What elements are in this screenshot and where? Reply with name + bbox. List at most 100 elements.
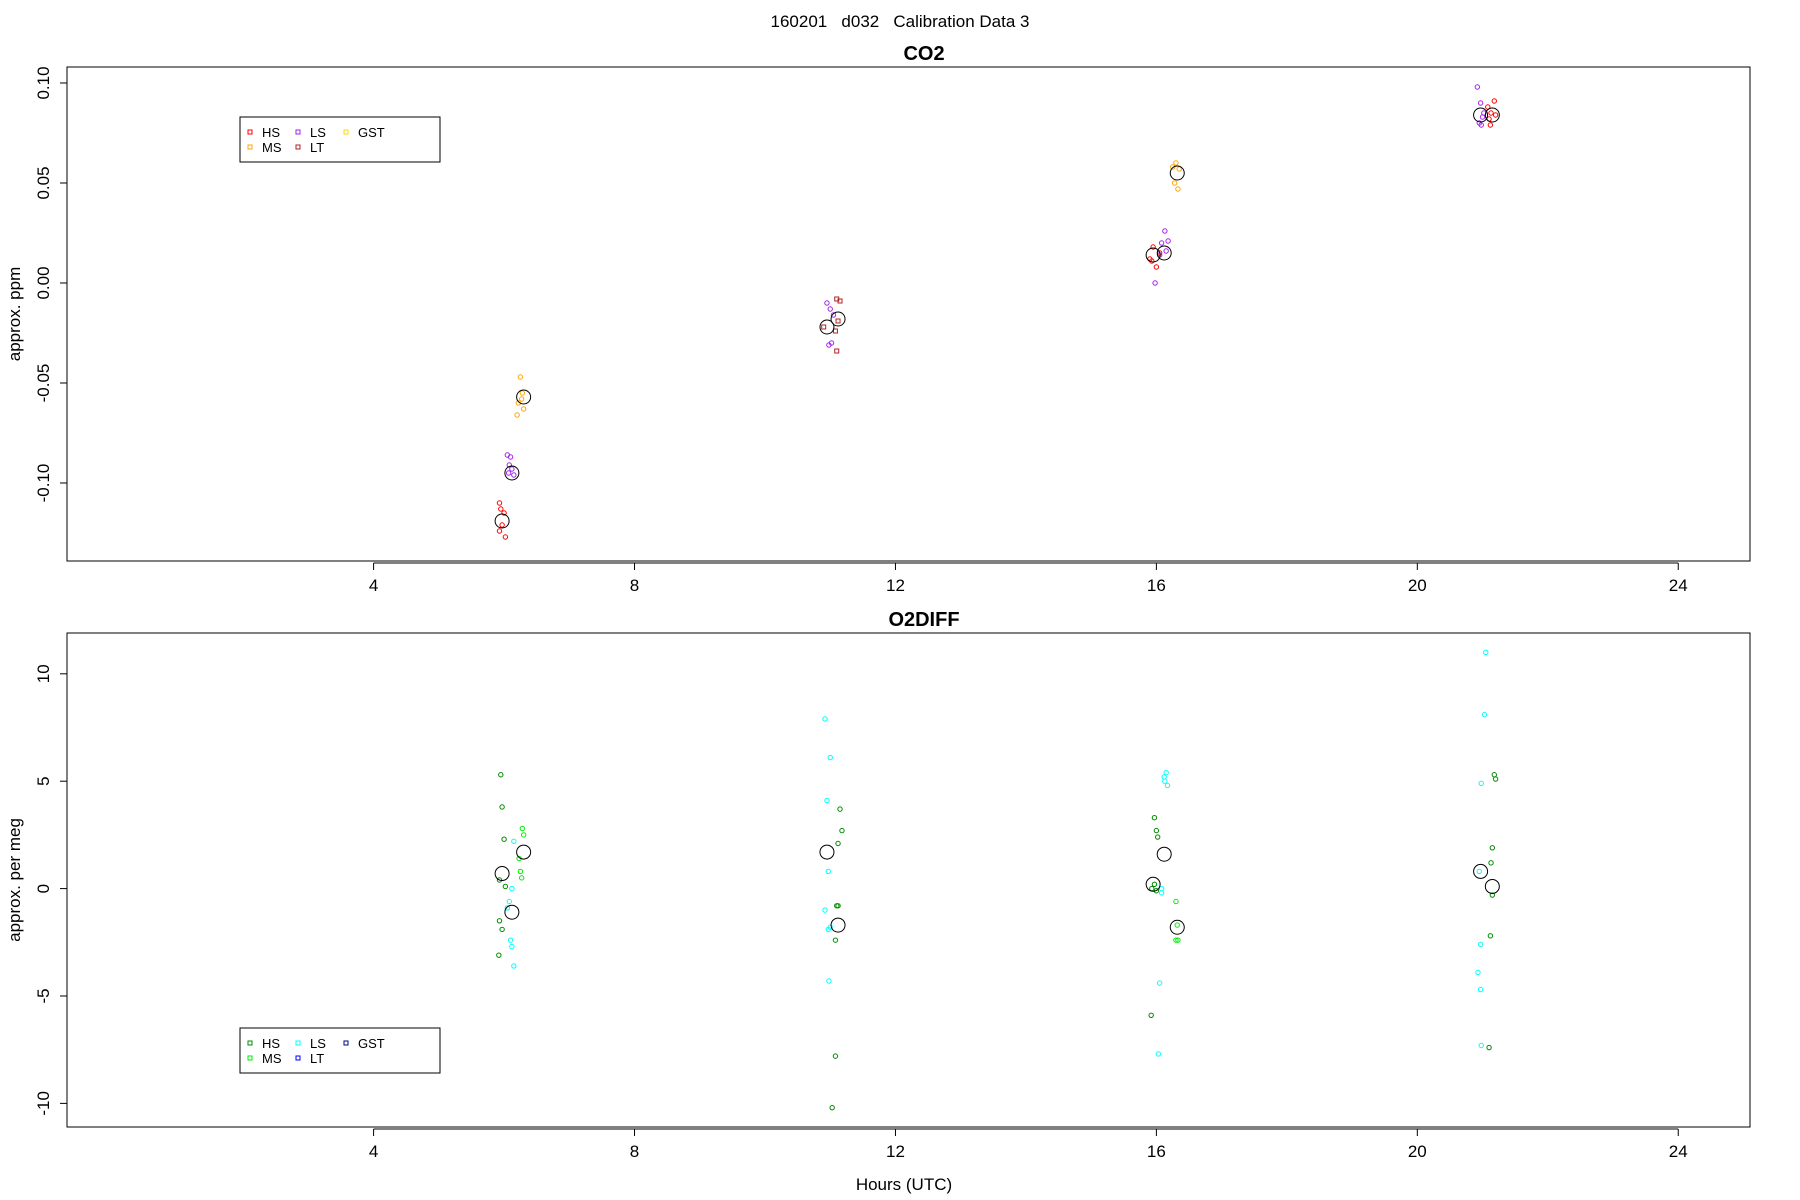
o2diff-point-ls xyxy=(1477,986,1484,993)
o2diff-mean-marker xyxy=(1473,863,1489,879)
co2-panel: CO2 approx. ppm 4 8 12 16 20 24 -0.10 -0.05 0.0… xyxy=(5,43,1751,595)
o2diff-point-ls xyxy=(822,716,828,722)
co2-mean-marker xyxy=(516,389,532,405)
o2diff-y-tick-label: -10 xyxy=(34,1091,53,1116)
o2diff-mean-marker xyxy=(1169,919,1185,935)
x-axis-label: Hours (UTC) xyxy=(856,1175,952,1194)
o2diff-point-ms xyxy=(1173,898,1179,905)
co2-mean-marker xyxy=(1169,165,1185,181)
o2diff-point-hs xyxy=(1491,772,1497,778)
o2diff-point-ls xyxy=(511,838,517,845)
co2-legend-label-gst: GST xyxy=(358,125,385,140)
o2diff-mean-marker xyxy=(504,904,520,920)
co2-point-hs xyxy=(499,522,505,528)
co2-point-ls xyxy=(1478,122,1484,128)
co2-legend-label-ms: MS xyxy=(262,140,282,155)
co2-point-lt xyxy=(837,298,843,304)
o2diff-legend-label-gst: GST xyxy=(358,1036,385,1051)
o2diff-y-tick-label: -5 xyxy=(34,988,53,1003)
co2-point-lt xyxy=(834,348,840,354)
co2-x-tick-label: 20 xyxy=(1408,576,1427,595)
o2diff-point-ms xyxy=(1174,922,1180,928)
o2diff-point-hs xyxy=(839,827,845,834)
o2diff-point-ls xyxy=(509,943,515,950)
o2diff-point-ls xyxy=(824,797,830,804)
co2-point-lt xyxy=(832,328,838,334)
o2diff-point-hs xyxy=(1488,860,1494,866)
o2diff-point-ms xyxy=(1175,937,1181,943)
co2-mean-marker xyxy=(1484,107,1500,123)
o2diff-y-tick-label: 5 xyxy=(34,776,53,785)
co2-point-ls xyxy=(830,312,837,318)
o2diff-title: O2DIFF xyxy=(888,609,959,631)
co2-mean-marker xyxy=(830,311,846,327)
o2diff-y-tick-label: 10 xyxy=(34,664,53,683)
o2diff-point-hs xyxy=(1153,827,1160,834)
o2diff-point-hs xyxy=(1154,834,1161,840)
o2diff-point-hs xyxy=(1148,1012,1154,1019)
co2-point-hs xyxy=(1150,244,1156,250)
o2diff-point-hs xyxy=(496,952,502,958)
co2-point-ms xyxy=(519,390,526,396)
co2-mean-marker xyxy=(494,513,510,529)
o2diff-legend-marker-gst xyxy=(343,1040,349,1046)
co2-mean-marker xyxy=(1145,247,1161,263)
o2diff-point-ms xyxy=(519,825,526,832)
figure-header: 160201 d032 Calibration Data 3 xyxy=(771,12,1030,31)
co2-point-ls xyxy=(507,454,514,460)
co2-point-ls xyxy=(505,470,512,476)
o2diff-point-ls xyxy=(1163,769,1169,776)
co2-mean-marker xyxy=(819,319,835,335)
o2diff-point-ls xyxy=(1162,778,1168,784)
co2-y-tick-label: -0.05 xyxy=(34,364,53,403)
co2-legend-marker-ms xyxy=(247,144,253,150)
co2-legend-marker-hs xyxy=(247,129,253,135)
o2diff-point-hs xyxy=(496,918,503,924)
co2-legend-marker-ls xyxy=(295,129,301,135)
o2diff-legend-label-lt: LT xyxy=(310,1051,324,1066)
co2-legend-label-lt: LT xyxy=(310,140,324,155)
co2-point-hs xyxy=(502,534,509,540)
co2-point-ls xyxy=(506,462,512,468)
o2diff-point-ls xyxy=(507,937,514,943)
co2-point-lt xyxy=(821,324,827,330)
o2diff-point-hs xyxy=(499,804,505,810)
co2-point-ls xyxy=(827,306,833,312)
o2diff-point-hs xyxy=(835,840,841,847)
co2-y-tick-label: 0.05 xyxy=(34,166,53,199)
co2-x-tick-label: 12 xyxy=(886,576,905,595)
o2diff-point-ls xyxy=(1164,782,1171,789)
co2-x-axis: 4 8 12 16 20 24 xyxy=(369,562,1688,595)
o2diff-point-hs xyxy=(1149,885,1155,892)
o2diff-legend-marker-ms xyxy=(247,1055,253,1061)
co2-mean-marker xyxy=(504,465,520,481)
o2diff-point-hs xyxy=(1486,1044,1492,1051)
o2diff-point-hs xyxy=(501,836,507,842)
o2diff-x-tick-label: 16 xyxy=(1147,1142,1166,1161)
o2diff-point-ls xyxy=(1478,1042,1484,1049)
o2diff-point-hs xyxy=(835,903,841,909)
co2-y-tick-label: -0.10 xyxy=(34,464,53,503)
co2-legend-box xyxy=(239,116,441,163)
o2diff-point-ls xyxy=(825,868,831,875)
co2-point-ms xyxy=(1176,166,1182,172)
o2diff-x-tick-label: 20 xyxy=(1408,1142,1427,1161)
co2-ylabel: approx. ppm xyxy=(5,267,24,362)
co2-point-ls xyxy=(1152,280,1158,286)
o2diff-point-ls xyxy=(1156,980,1163,986)
o2diff-point-hs xyxy=(499,926,505,933)
o2diff-legend-box xyxy=(239,1027,441,1074)
o2diff-point-ls xyxy=(1161,774,1167,780)
o2diff-point-ls xyxy=(1477,941,1484,948)
co2-point-ls xyxy=(824,300,830,306)
co2-mean-marker xyxy=(1473,107,1489,123)
co2-point-ms xyxy=(1171,180,1178,186)
o2diff-point-hs xyxy=(1492,776,1499,782)
o2diff-y-axis: -10 -5 0 5 10 xyxy=(34,664,68,1116)
o2diff-point-ms xyxy=(517,868,524,875)
co2-point-hs xyxy=(496,500,503,506)
o2diff-mean-marker xyxy=(1156,846,1172,862)
co2-point-ms xyxy=(517,374,524,380)
